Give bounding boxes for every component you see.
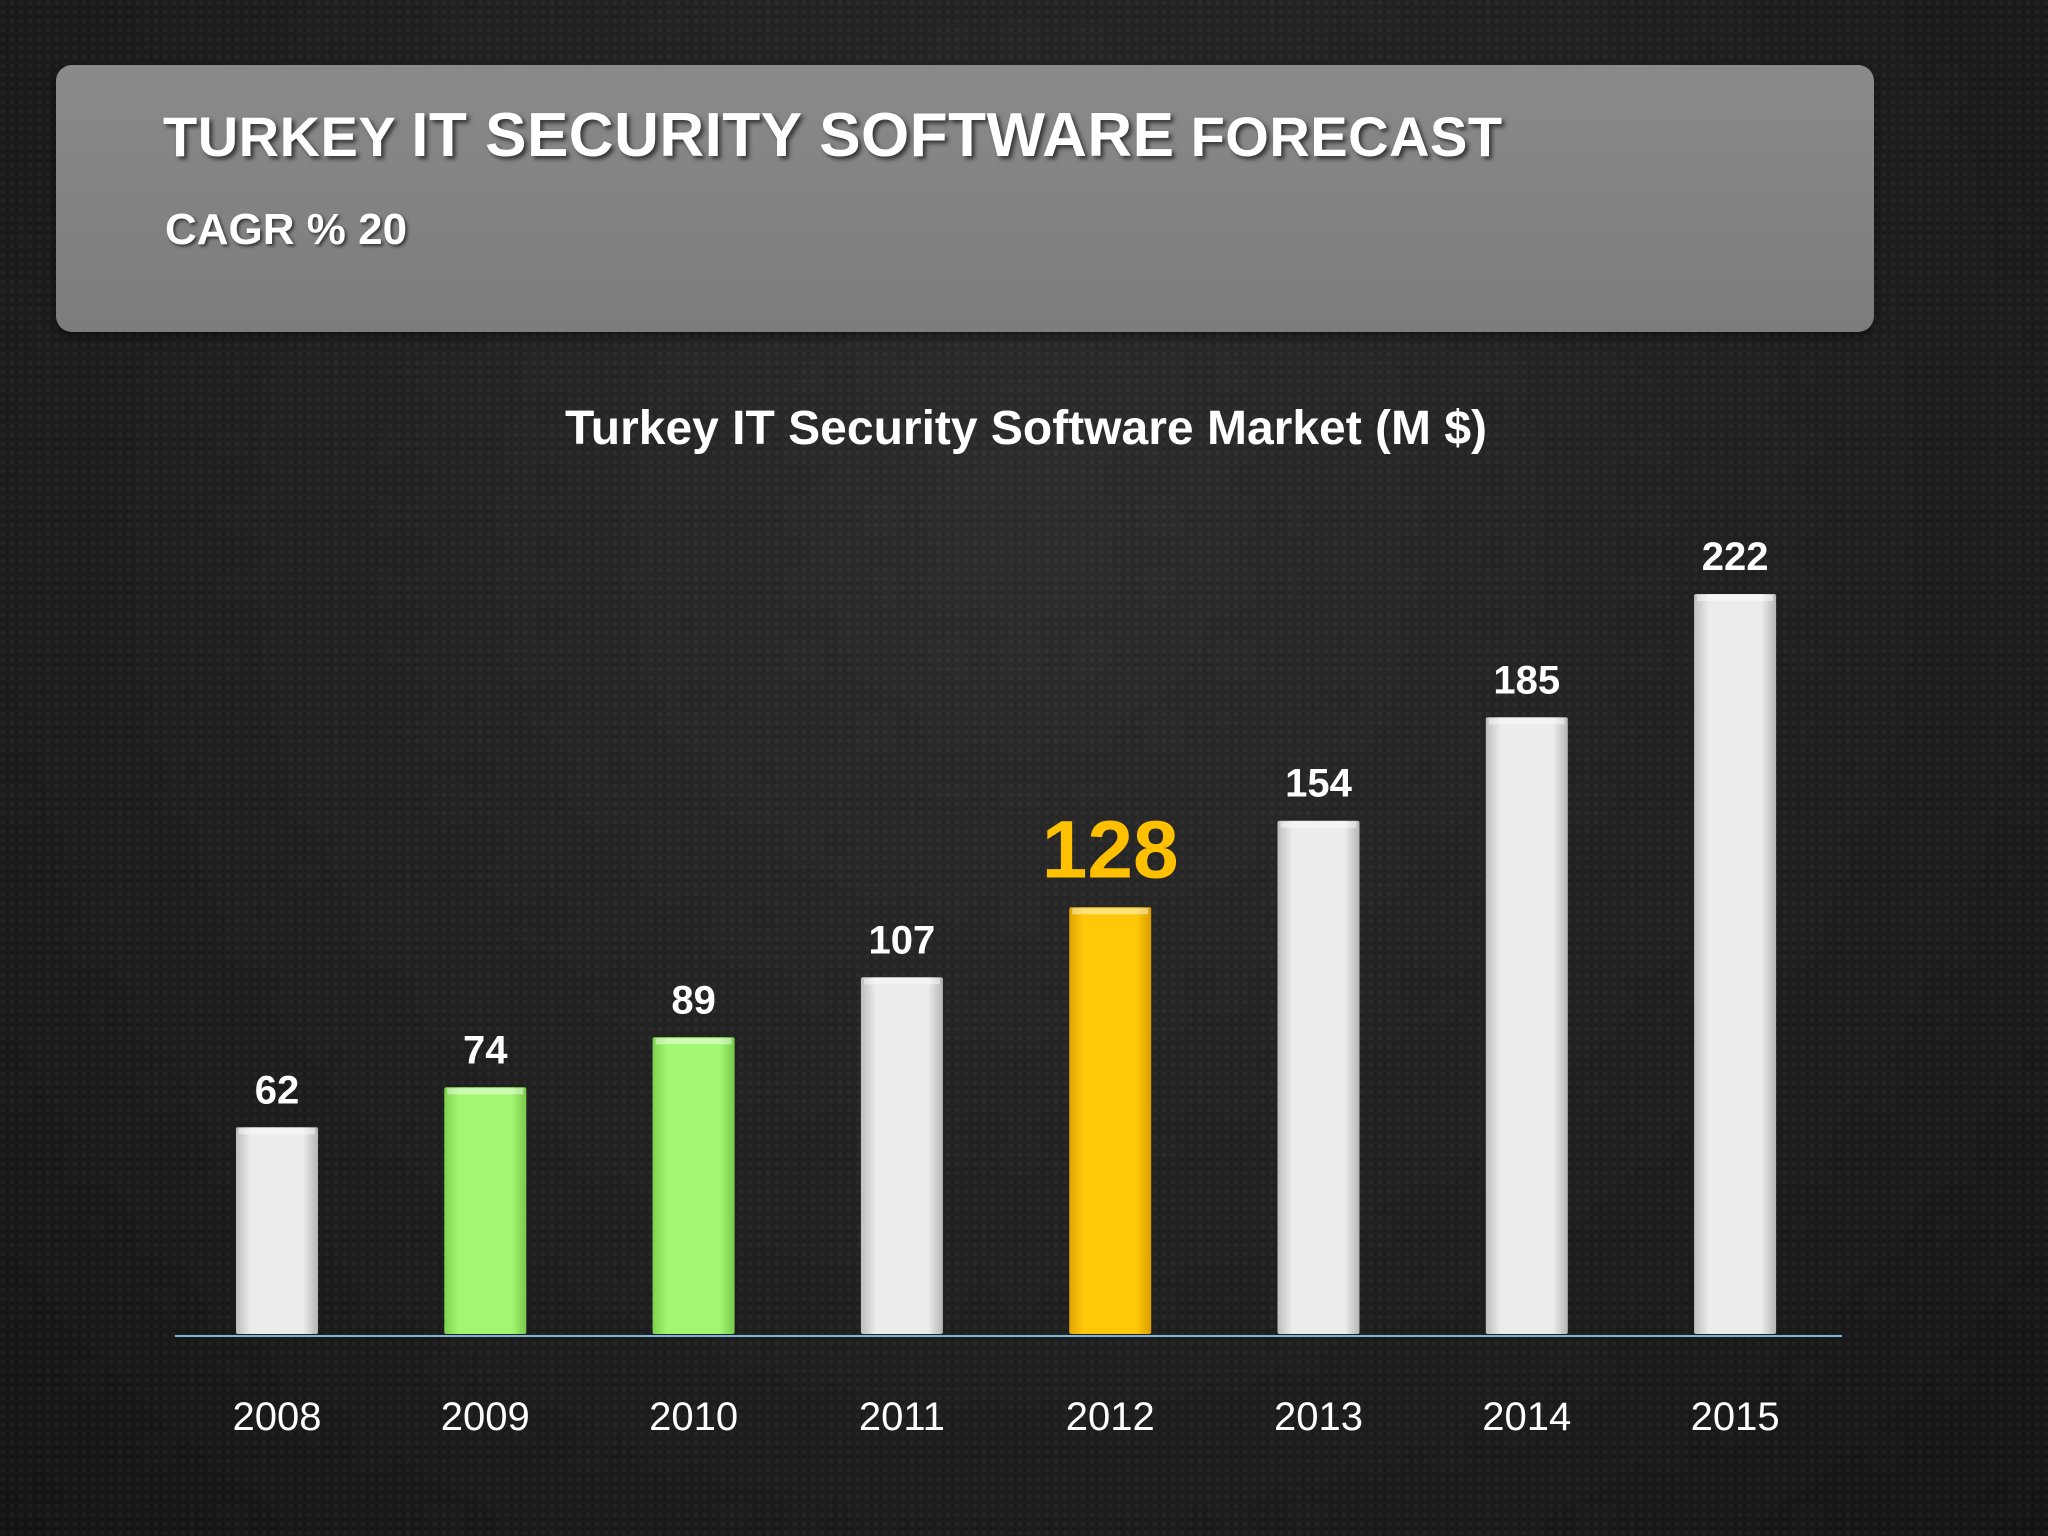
x-tick-label-2015: 2015: [1691, 1395, 1780, 1439]
bar-2010: [652, 1037, 735, 1334]
value-label-2008: 62: [255, 1068, 300, 1112]
bar-2013: [1277, 820, 1360, 1334]
value-label-2010: 89: [671, 978, 716, 1022]
chart-title: Turkey IT Security Software Market (M $): [565, 402, 1487, 455]
bar-2015: [1694, 594, 1777, 1334]
x-tick-label-2008: 2008: [233, 1395, 322, 1439]
value-label-2012: 128: [1042, 804, 1179, 895]
value-label-2015: 222: [1702, 535, 1769, 579]
slide-title-prefix: TURKEY: [163, 105, 412, 168]
bar-highlight-2012: [1072, 908, 1149, 915]
slide-title-main: IT SECURITY SOFTWARE: [411, 101, 1175, 170]
header-panel: [56, 65, 1874, 332]
x-tick-label-2009: 2009: [441, 1395, 530, 1439]
value-label-2009: 74: [463, 1028, 508, 1072]
bars-group: 62 2008 74 2009 89 2010 107 2011 128 2012 154 2013 1…: [233, 535, 1780, 1439]
bar-2009: [444, 1087, 527, 1334]
bar-2014: [1485, 717, 1568, 1334]
x-tick-label-2011: 2011: [859, 1395, 945, 1439]
bar-highlight-2015: [1697, 595, 1774, 601]
x-tick-label-2012: 2012: [1066, 1395, 1155, 1439]
bar-highlight-2008: [239, 1128, 315, 1135]
x-tick-label-2013: 2013: [1274, 1395, 1363, 1439]
value-label-2014: 185: [1493, 658, 1560, 702]
slide-title: TURKEY IT SECURITY SOFTWARE FORECAST: [163, 100, 1503, 171]
bar-2012: [1069, 907, 1152, 1334]
bar-highlight-2010: [655, 1038, 732, 1045]
value-label-2011: 107: [869, 918, 936, 962]
slide-subtitle: CAGR % 20: [165, 205, 408, 254]
value-label-2013: 154: [1285, 762, 1352, 806]
bar-2008: [236, 1127, 318, 1334]
x-tick-label-2014: 2014: [1482, 1395, 1571, 1439]
bar-highlight-2013: [1280, 821, 1357, 828]
slide-title-suffix: FORECAST: [1174, 105, 1503, 168]
bar-2011: [860, 977, 943, 1334]
bar-highlight-2011: [863, 978, 940, 985]
x-tick-label-2010: 2010: [649, 1395, 738, 1439]
bar-highlight-2009: [447, 1088, 524, 1095]
bar-highlight-2014: [1488, 718, 1565, 725]
